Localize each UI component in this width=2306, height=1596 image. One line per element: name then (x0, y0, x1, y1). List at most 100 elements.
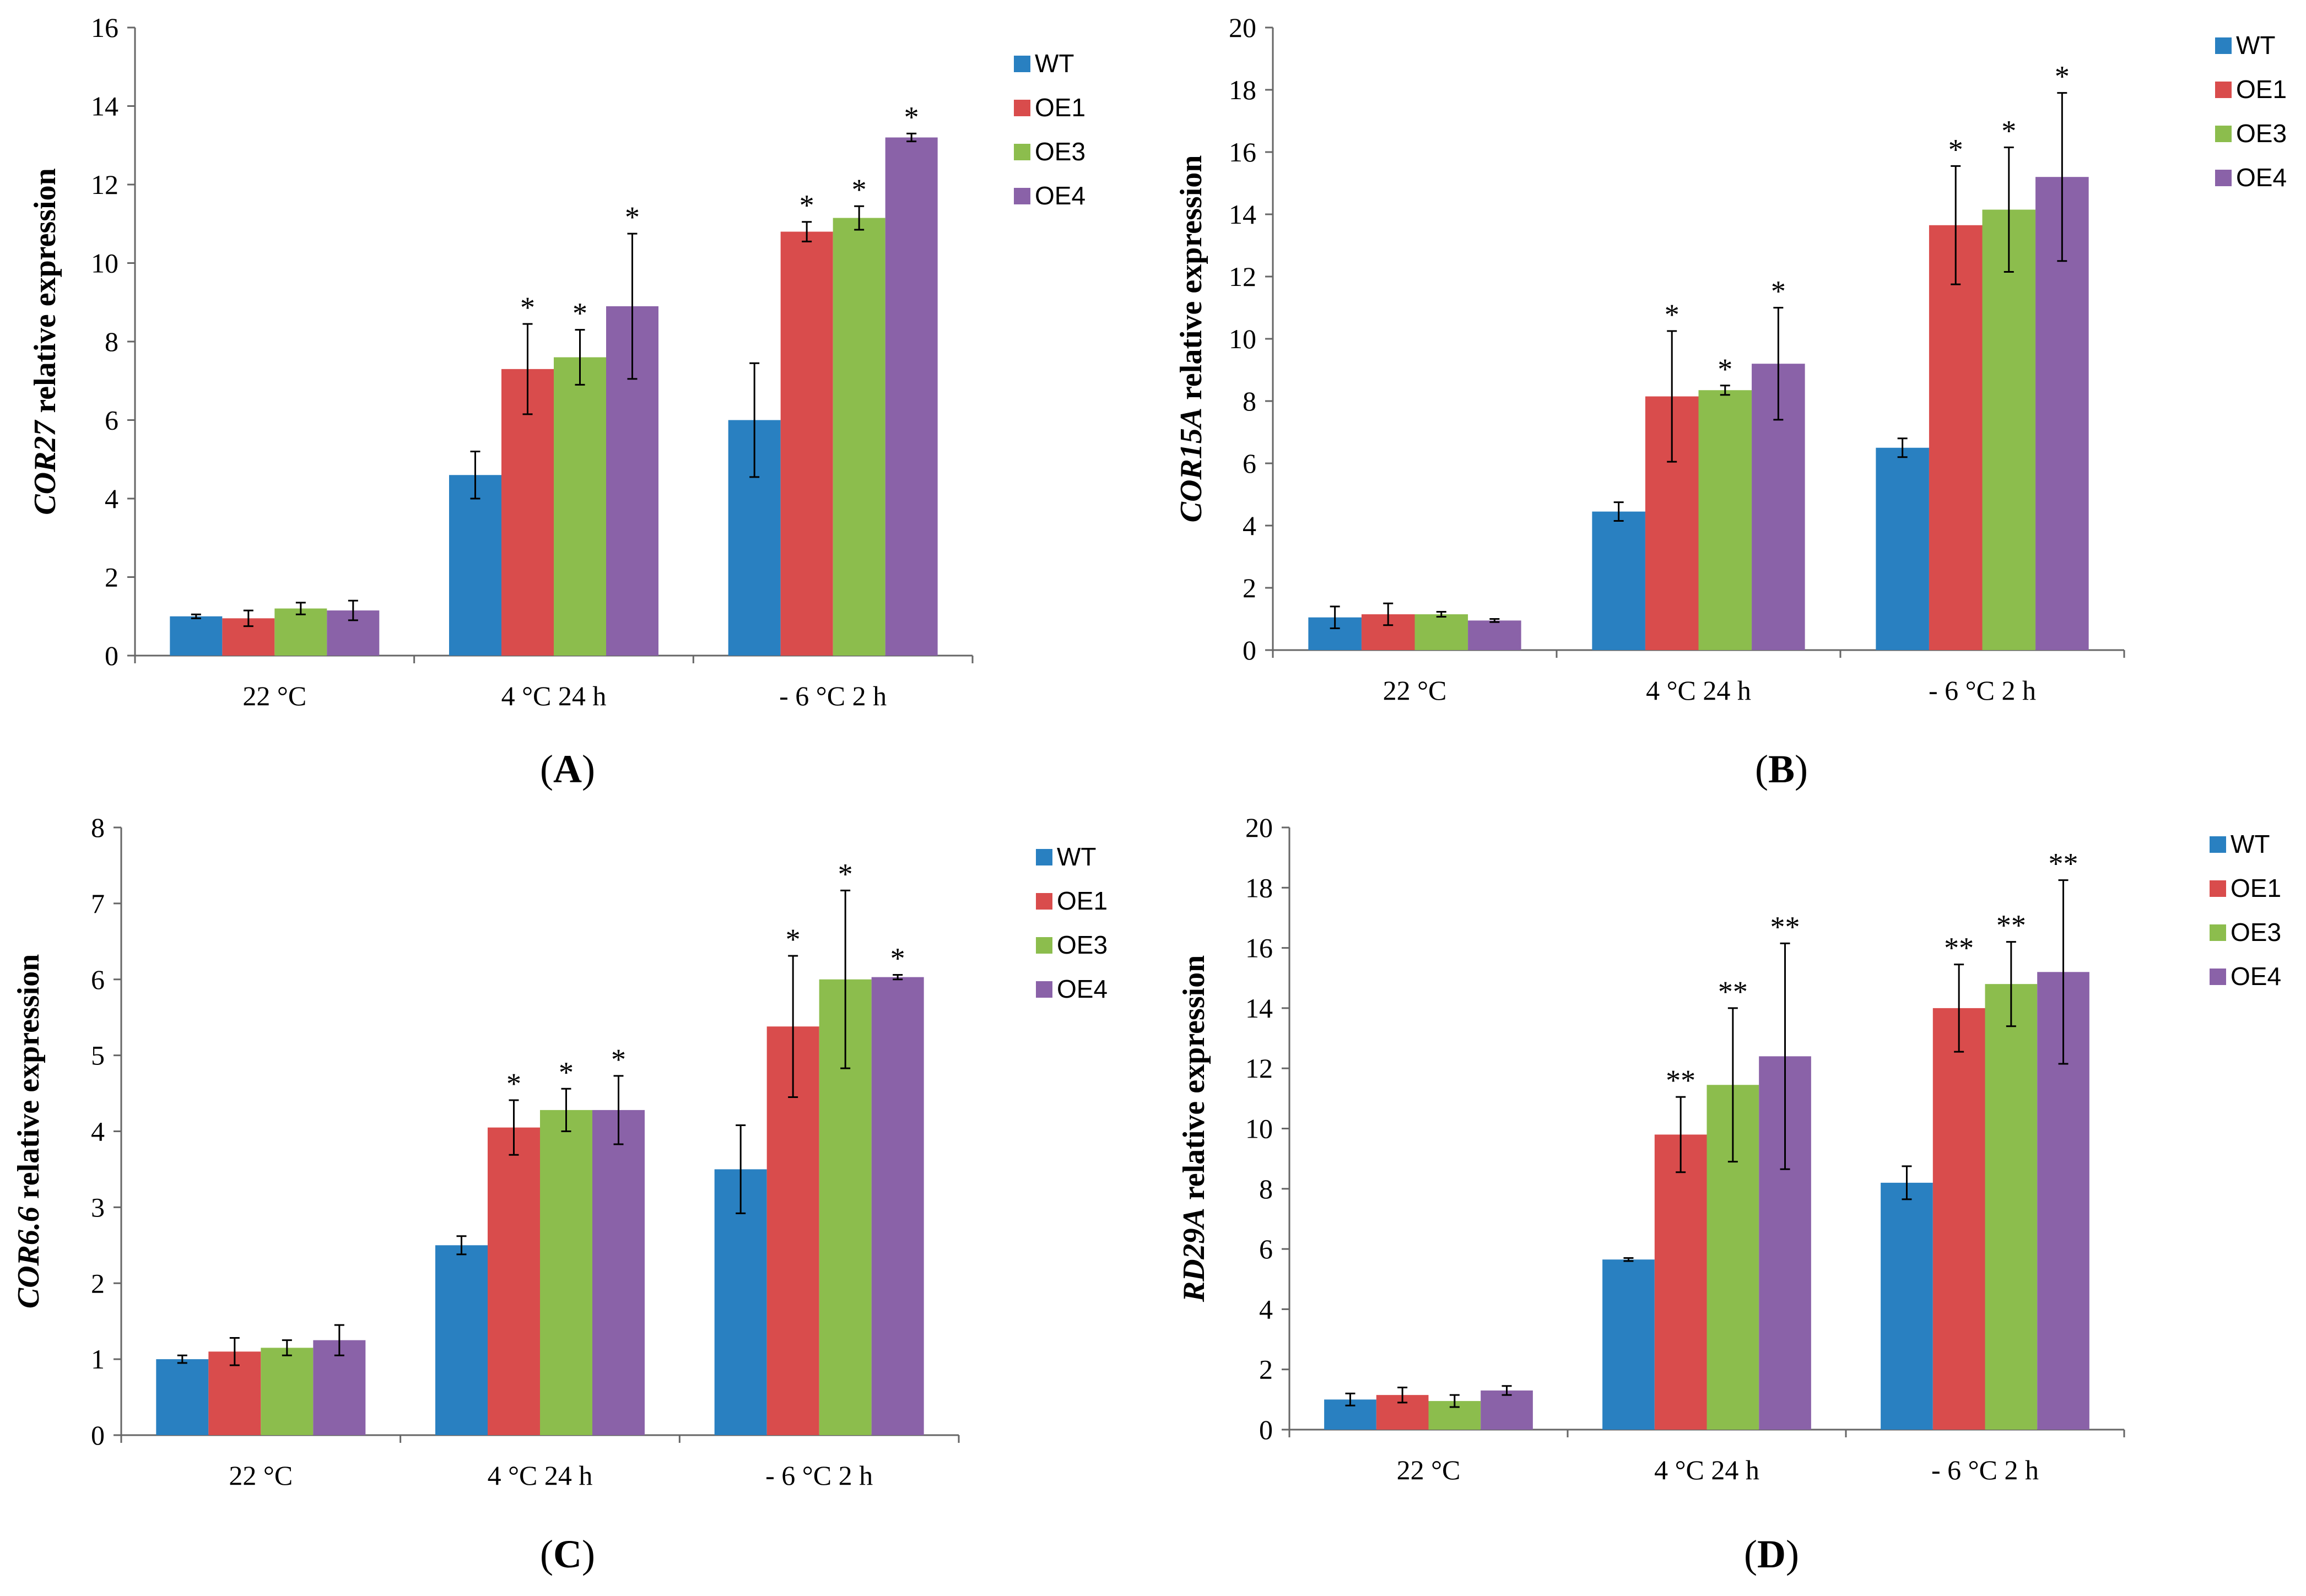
bar-a-oe1-2 (501, 369, 554, 656)
y-axis-label: COR27 relative expression (28, 168, 62, 515)
bar-d-oe1-3 (1932, 1008, 1985, 1430)
bar-b-oe3-3 (1982, 209, 2036, 650)
legend-label-wt: WT (1035, 49, 1074, 78)
y-tick-label: 4 (1259, 1294, 1273, 1324)
legend-swatch-oe1 (2215, 82, 2232, 98)
y-axis-label-gene: COR27 (28, 420, 62, 515)
y-tick-label: 4 (91, 1116, 105, 1147)
y-tick-label: 20 (1229, 12, 1256, 43)
bar-c-oe4-3 (871, 977, 924, 1435)
significance-star: * (559, 1056, 574, 1089)
y-tick-label: 4 (105, 483, 118, 514)
y-tick-label: 14 (91, 91, 118, 122)
significance-star: ** (2049, 847, 2078, 880)
bar-c-oe4-2 (592, 1110, 645, 1435)
y-tick-label: 16 (1245, 933, 1273, 964)
significance-star: * (1718, 353, 1732, 386)
legend-swatch-wt (1036, 849, 1052, 865)
bar-a-oe3-3 (833, 218, 885, 656)
y-tick-label: 12 (91, 169, 118, 200)
y-tick-label: 0 (1259, 1414, 1273, 1445)
y-tick-label: 6 (1243, 448, 1256, 479)
significance-star: * (1665, 298, 1679, 331)
significance-star: * (1771, 275, 1786, 308)
bar-a-oe3-2 (554, 357, 606, 656)
y-tick-label: 16 (91, 12, 118, 43)
chart-d-svg: 0 2 4 6 8 10 12 14 16 18 20 22 °C 4 °C 24 h - 6 °C 2 … (1177, 812, 2281, 1485)
legend-label-oe1: OE1 (2236, 75, 2287, 104)
legend-swatch-wt (2210, 836, 2226, 853)
y-tick-label: 2 (91, 1268, 105, 1299)
y-tick-label: 10 (1229, 323, 1256, 354)
y-tick-label: 5 (91, 1040, 105, 1071)
significance-star: * (786, 923, 801, 956)
y-axis-label: RD29A relative expression (1177, 955, 1211, 1302)
panel-label-b: (B) (1755, 747, 1808, 791)
y-axis-label-text: relative expression (1177, 955, 1211, 1208)
y-tick-label: 7 (91, 888, 105, 919)
x-tick-label: - 6 °C 2 h (779, 680, 887, 711)
significance-star: ** (1770, 910, 1800, 943)
significance-star: * (838, 857, 853, 890)
x-tick-label: 4 °C 24 h (1646, 675, 1751, 706)
y-axis-label-text: relative expression (12, 954, 46, 1207)
y-tick-label: 6 (1259, 1233, 1273, 1264)
y-axis-label: COR6.6 relative expression (12, 954, 46, 1308)
significance-star: * (1948, 133, 1963, 166)
bar-a-wt-1 (170, 616, 223, 656)
bar-b-wt-2 (1592, 511, 1645, 650)
legend-swatch-oe3 (2210, 924, 2226, 941)
x-tick-label: 22 °C (229, 1460, 293, 1491)
legend-label-oe3: OE3 (2236, 119, 2287, 148)
legend-swatch-oe3 (1036, 937, 1052, 954)
panel-label-d: (D) (1744, 1532, 1799, 1576)
bar-a-wt-2 (449, 475, 501, 656)
y-tick-label: 10 (91, 248, 118, 279)
significance-star: * (611, 1043, 626, 1076)
y-tick-label: 3 (91, 1192, 105, 1222)
y-axis-label-gene: COR15A (1174, 408, 1208, 523)
legend-swatch-oe4 (1014, 188, 1030, 204)
y-tick-label: 2 (105, 562, 118, 593)
y-tick-label: 2 (1259, 1354, 1273, 1385)
panel-label-a: (A) (540, 747, 595, 791)
legend-swatch-wt (2215, 37, 2232, 54)
bar-c-oe3-2 (540, 1110, 592, 1435)
x-tick-label: 4 °C 24 h (488, 1460, 593, 1491)
y-axis-label: COR15A relative expression (1174, 155, 1208, 523)
y-tick-label: 0 (1243, 635, 1256, 666)
y-tick-label: 0 (105, 640, 118, 671)
y-tick-label: 4 (1243, 510, 1256, 541)
y-tick-label: 8 (105, 326, 118, 357)
panel-label-c: (C) (540, 1532, 595, 1576)
y-tick-label: 18 (1245, 872, 1273, 903)
legend-label-oe4: OE4 (1035, 181, 1086, 210)
chart-panel-c: 0 1 2 3 4 5 6 7 8 22 °C 4 °C 24 h - 6 °C 2 h COR6.6 … (0, 799, 1152, 1596)
bar-b-oe3-2 (1698, 390, 1752, 650)
bar-b-oe3-1 (1414, 614, 1468, 650)
x-tick-label: - 6 °C 2 h (1929, 675, 2036, 706)
y-tick-label: 8 (1243, 386, 1256, 416)
x-tick-label: 22 °C (242, 680, 306, 711)
y-tick-label: 0 (91, 1420, 105, 1451)
legend-swatch-wt (1014, 56, 1030, 72)
bar-d-oe4-1 (1481, 1390, 1533, 1430)
bar-d-oe3-3 (1985, 984, 2038, 1430)
significance-star: ** (1718, 975, 1748, 1008)
legend-label-wt: WT (2231, 830, 2270, 858)
significance-star: * (852, 173, 867, 206)
chart-a-svg: 0 2 4 6 8 10 12 14 16 22 °C 4 °C 24 h - 6 °C 2 h COR… (28, 12, 1086, 711)
legend-label-wt: WT (2236, 31, 2276, 59)
legend-swatch-oe3 (1014, 144, 1030, 160)
y-tick-label: 6 (91, 964, 105, 995)
bar-b-oe1-3 (1929, 225, 1983, 650)
y-axis-label-gene: RD29A (1177, 1208, 1211, 1302)
legend-swatch-oe4 (2210, 969, 2226, 985)
chart-panel-d: 0 2 4 6 8 10 12 14 16 18 20 22 °C 4 °C 24 h - 6 °C 2 … (1154, 799, 2306, 1596)
significance-star: * (573, 297, 587, 330)
legend-swatch-oe1 (1014, 100, 1030, 116)
legend-swatch-oe1 (2210, 880, 2226, 897)
legend-swatch-oe4 (2215, 170, 2232, 186)
y-tick-label: 2 (1243, 572, 1256, 603)
y-tick-label: 8 (1259, 1173, 1273, 1204)
